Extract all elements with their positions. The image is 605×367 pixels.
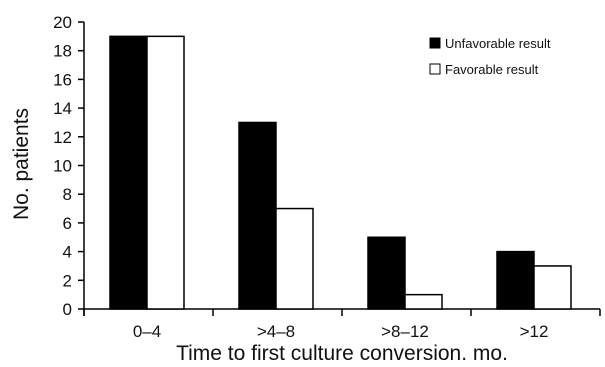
x-axis: 0–4 >4–8 >8–12 >12	[83, 308, 601, 341]
y-tick-label: 8	[63, 185, 72, 204]
y-tick-label: 6	[63, 214, 72, 233]
legend-label-unfavorable: Unfavorable result	[445, 36, 551, 51]
y-tick-label: 12	[53, 128, 72, 147]
bar-unfavorable-0	[109, 35, 148, 310]
x-tick-label: >12	[520, 322, 549, 341]
bar-favorable-2	[404, 293, 443, 310]
y-axis-title: No. patients	[10, 108, 33, 220]
x-tick-label: >4–8	[257, 322, 295, 341]
y-tick-label: 2	[63, 271, 72, 290]
y-tick-label: 14	[53, 99, 72, 118]
bar-favorable-1	[275, 207, 314, 310]
y-axis: 0 2 4 6 8 10 12 14 16 18 20	[53, 13, 85, 319]
bar-unfavorable-2	[367, 236, 406, 310]
x-axis-title: Time to first culture conversion. mo.	[176, 342, 508, 365]
legend-swatch-unfavorable	[429, 37, 441, 49]
legend: Unfavorable result Favorable result	[429, 36, 551, 77]
y-tick-label: 0	[63, 300, 72, 319]
bars	[109, 35, 572, 310]
y-tick-label: 20	[53, 13, 72, 32]
legend-label-favorable: Favorable result	[445, 62, 539, 77]
y-tick-label: 10	[53, 157, 72, 176]
bar-favorable-0	[146, 35, 185, 310]
y-tick-label: 4	[63, 243, 72, 262]
y-tick-label: 16	[53, 70, 72, 89]
legend-swatch-favorable	[429, 63, 441, 75]
bar-unfavorable-3	[496, 250, 535, 310]
x-tick-label: 0–4	[133, 322, 161, 341]
x-tick-label: >8–12	[381, 322, 429, 341]
bar-favorable-3	[533, 265, 572, 310]
bar-unfavorable-1	[238, 121, 277, 310]
y-tick-label: 18	[53, 42, 72, 61]
